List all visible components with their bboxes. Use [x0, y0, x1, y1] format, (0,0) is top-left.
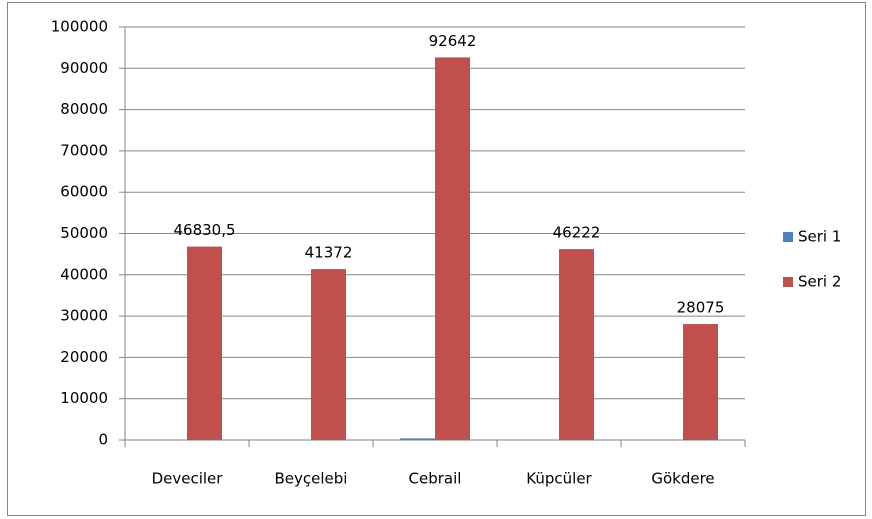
data-label: 28075 — [677, 299, 725, 317]
data-label: 46222 — [553, 224, 601, 242]
y-tick-label: 90000 — [60, 59, 108, 77]
data-label: 41372 — [305, 244, 353, 262]
y-tick-label: 0 — [98, 431, 108, 449]
legend-label: Seri 2 — [798, 273, 841, 291]
y-tick-label: 60000 — [60, 183, 108, 201]
y-tick-label: 80000 — [60, 100, 108, 118]
y-tick-label: 40000 — [60, 265, 108, 283]
data-label: 92642 — [429, 32, 477, 50]
y-tick-label: 20000 — [60, 348, 108, 366]
data-label: 46830,5 — [173, 221, 235, 239]
bar — [559, 249, 594, 440]
x-tick-label: Beyçelebi — [275, 470, 348, 488]
x-tick-label: Gökdere — [651, 470, 714, 488]
y-tick-label: 70000 — [60, 141, 108, 159]
bar — [187, 246, 222, 440]
legend-swatch — [783, 277, 793, 287]
x-tick-label: Cebrail — [409, 470, 462, 488]
bar — [435, 57, 470, 440]
legend-label: Seri 1 — [798, 228, 841, 246]
y-tick-label: 10000 — [60, 389, 108, 407]
y-tick-label: 50000 — [60, 224, 108, 242]
x-tick-label: Küpcüler — [526, 470, 592, 488]
bar — [400, 438, 435, 440]
legend-swatch — [783, 232, 793, 242]
y-tick-label: 100000 — [51, 18, 108, 36]
x-tick-label: Deveciler — [152, 470, 224, 488]
bar — [683, 324, 718, 440]
y-tick-label: 30000 — [60, 307, 108, 325]
bar — [311, 269, 346, 440]
